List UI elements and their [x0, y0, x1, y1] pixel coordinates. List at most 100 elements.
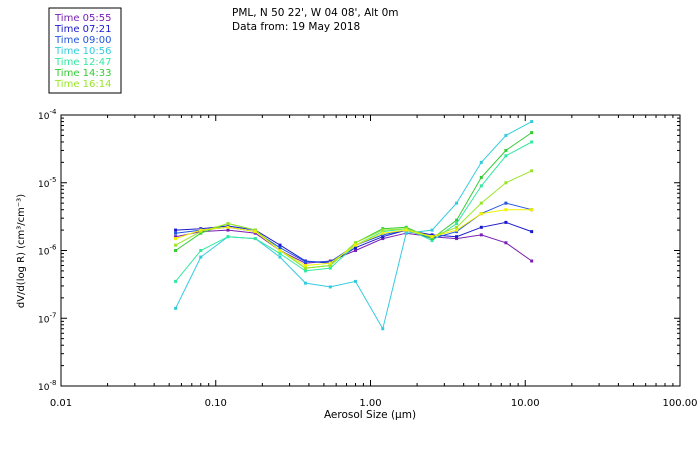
data-point — [253, 230, 257, 234]
data-point — [381, 327, 385, 331]
data-point — [328, 261, 332, 265]
data-point — [199, 228, 203, 232]
data-point — [455, 237, 459, 241]
data-point — [174, 279, 178, 283]
data-point — [303, 264, 307, 268]
data-point — [253, 237, 257, 241]
data-point — [504, 148, 508, 152]
x-tick-label: 1.00 — [359, 398, 381, 409]
data-point — [504, 201, 508, 205]
data-point — [303, 281, 307, 285]
data-point — [504, 241, 508, 245]
data-point — [381, 237, 385, 241]
data-point — [530, 230, 534, 234]
data-point — [455, 228, 459, 232]
data-point — [455, 225, 459, 229]
data-point — [530, 131, 534, 135]
header-location: PML, N 50 22', W 04 08', Alt 0m — [232, 7, 399, 19]
legend-entry: Time 10:56 — [54, 46, 111, 57]
legend-entry: Time 09:00 — [54, 35, 111, 46]
data-point — [303, 269, 307, 273]
data-point — [199, 230, 203, 234]
data-point — [174, 243, 178, 247]
data-point — [381, 235, 385, 239]
data-point — [199, 231, 203, 235]
data-point — [226, 222, 230, 226]
data-point — [504, 133, 508, 137]
y-tick-exponent: -4 — [49, 108, 57, 116]
data-point — [278, 252, 282, 256]
series-line — [175, 202, 532, 263]
series-line — [175, 132, 532, 269]
data-point — [174, 249, 178, 252]
series-line — [175, 170, 532, 269]
legend-entry: Time 12:47 — [54, 57, 111, 68]
x-tick-label: 0.01 — [50, 398, 72, 409]
data-point — [479, 233, 483, 237]
data-point — [504, 154, 508, 158]
data-point — [328, 285, 332, 289]
series-group — [174, 120, 534, 331]
data-point — [354, 243, 358, 247]
data-point — [530, 120, 534, 124]
data-point — [174, 228, 178, 232]
data-point — [354, 249, 358, 252]
data-point — [455, 235, 459, 239]
x-tick-label: 10.00 — [511, 398, 540, 409]
data-point — [174, 306, 178, 310]
data-point — [253, 231, 257, 235]
data-point — [479, 160, 483, 164]
data-point — [479, 225, 483, 229]
data-point — [530, 140, 534, 144]
data-point — [504, 181, 508, 185]
legend-entry: Time 14:33 — [54, 68, 111, 79]
x-axis-label: Aerosol Size (µm) — [324, 409, 416, 421]
data-point — [199, 255, 203, 259]
data-point — [253, 228, 257, 232]
legend-entry: Time 16:14 — [54, 79, 111, 90]
data-point — [278, 249, 282, 252]
data-point — [354, 241, 358, 245]
x-axis: 0.01 0.10 1.00 10.00 100.00 — [50, 115, 698, 409]
data-point — [455, 201, 459, 205]
data-point — [504, 208, 508, 212]
data-point — [278, 243, 282, 247]
data-point — [303, 260, 307, 264]
y-tick-label: 10-7 — [38, 311, 56, 325]
data-point — [404, 228, 408, 232]
data-point — [530, 259, 534, 263]
data-point — [226, 235, 230, 239]
data-point — [479, 175, 483, 179]
y-axis: 10-4 10-5 10-6 10-7 10-8 — [38, 108, 680, 393]
data-point — [530, 169, 534, 173]
data-point — [530, 208, 534, 212]
y-tick-exponent: -5 — [49, 176, 56, 184]
data-point — [278, 246, 282, 250]
data-point — [174, 231, 178, 235]
data-point — [479, 212, 483, 216]
data-point — [455, 222, 459, 226]
data-point — [303, 266, 307, 270]
data-point — [354, 279, 358, 283]
data-point — [381, 231, 385, 235]
plot-frame — [60, 114, 681, 387]
data-point — [328, 264, 332, 268]
data-point — [381, 230, 385, 234]
data-point — [199, 249, 203, 252]
data-point — [455, 230, 459, 234]
y-tick-label: 10-6 — [38, 244, 57, 258]
data-point — [174, 237, 178, 241]
header-date: Data from: 19 May 2018 — [232, 21, 360, 33]
data-point — [479, 184, 483, 188]
data-point — [381, 228, 385, 232]
y-tick-exponent: -8 — [49, 379, 56, 387]
data-point — [226, 225, 230, 229]
legend-box — [48, 7, 122, 94]
data-point — [430, 228, 434, 232]
y-tick-label: 10-8 — [38, 379, 56, 393]
data-point — [479, 201, 483, 205]
data-point — [328, 266, 332, 270]
data-point — [504, 220, 508, 224]
